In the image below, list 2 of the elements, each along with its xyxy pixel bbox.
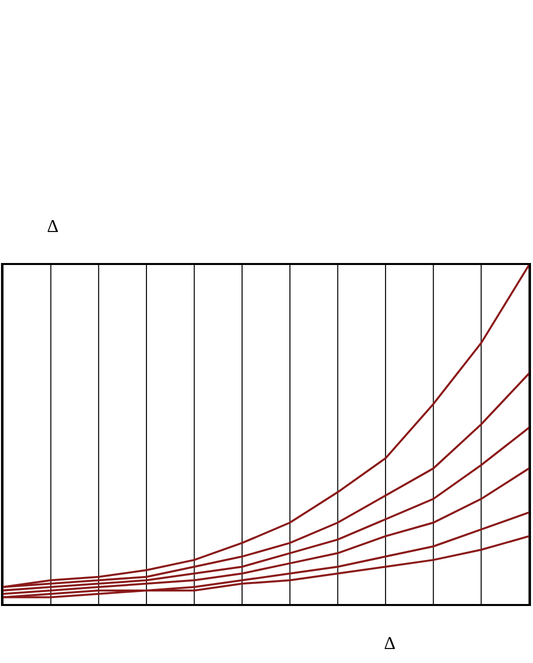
y-axis-title: Δ [47, 216, 59, 236]
x-axis-title: Δ [384, 633, 396, 653]
